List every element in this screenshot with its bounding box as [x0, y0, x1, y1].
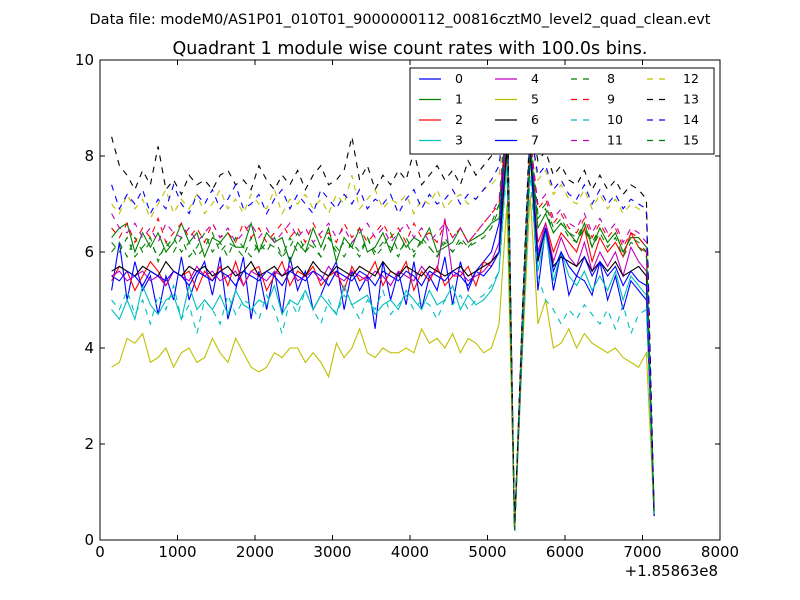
series-line-8 [111, 98, 655, 531]
legend-label-12: 12 [683, 71, 699, 86]
x-tick-label: 2000 [236, 543, 274, 561]
legend-label-9: 9 [607, 92, 615, 107]
chart-title: Quadrant 1 module wise count rates with … [173, 39, 648, 59]
series-line-2 [111, 155, 655, 531]
legend-label-2: 2 [455, 112, 463, 127]
series-line-3 [111, 155, 655, 531]
series-line-9 [111, 122, 655, 531]
series-line-13 [111, 74, 655, 531]
legend-label-1: 1 [455, 92, 463, 107]
series-line-1 [111, 131, 655, 531]
legend-label-0: 0 [455, 71, 463, 86]
series-line-7 [111, 83, 655, 531]
x-tick-label: 5000 [468, 543, 506, 561]
legend-label-14: 14 [683, 112, 699, 127]
y-tick-label: 0 [84, 531, 94, 549]
legend-box [409, 67, 715, 155]
x-tick-label: 0 [95, 543, 105, 561]
legend-label-8: 8 [607, 71, 615, 86]
series-line-10 [111, 165, 655, 531]
legend-label-15: 15 [683, 133, 699, 148]
x-tick-label: 6000 [546, 543, 584, 561]
y-tick-label: 6 [84, 243, 94, 261]
datafile-label: Data file: modeM0/AS1P01_010T01_90000001… [90, 12, 711, 28]
legend-label-6: 6 [531, 112, 539, 127]
y-tick-label: 8 [84, 147, 94, 165]
legend-label-11: 11 [607, 133, 623, 148]
series-line-15 [111, 117, 655, 531]
x-tick-label: 7000 [623, 543, 661, 561]
series-line-4 [111, 131, 655, 531]
legend-label-5: 5 [531, 92, 539, 107]
legend-label-13: 13 [683, 92, 699, 107]
x-tick-label: 1000 [158, 543, 196, 561]
series-line-11 [111, 112, 655, 531]
series-layer [111, 74, 655, 531]
y-tick-label: 2 [84, 435, 94, 453]
x-tick-label: 8000 [701, 543, 739, 561]
series-line-5 [111, 194, 655, 531]
x-offset-label: +1.85863e8 [625, 562, 718, 580]
y-tick-label: 10 [75, 51, 94, 69]
y-tick-label: 4 [84, 339, 94, 357]
series-line-12 [111, 107, 655, 531]
legend-label-7: 7 [531, 133, 539, 148]
legend-label-3: 3 [455, 133, 463, 148]
legend-label-4: 4 [531, 71, 539, 86]
series-line-14 [111, 93, 655, 531]
x-tick-label: 4000 [391, 543, 429, 561]
legend-label-10: 10 [607, 112, 623, 127]
x-tick-label: 3000 [313, 543, 351, 561]
series-line-6 [111, 146, 655, 531]
